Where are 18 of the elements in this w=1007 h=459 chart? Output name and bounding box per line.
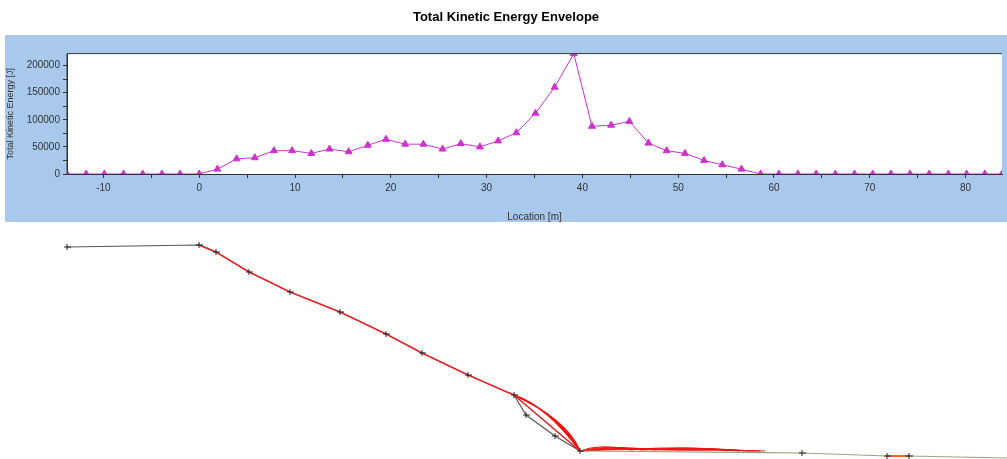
- x-tick-label: 60: [768, 181, 780, 193]
- y-tick-label: 150000: [26, 86, 61, 98]
- x-tick-label: 40: [576, 181, 589, 193]
- y-tick-label: 200000: [26, 59, 61, 71]
- x-tick-label: 0: [196, 181, 203, 193]
- x-tick-label: 50: [672, 181, 685, 193]
- chart-title: Total Kinetic Energy Envelope: [412, 9, 600, 25]
- x-tick-label: 80: [960, 181, 972, 193]
- y-tick-label: 0: [54, 167, 61, 179]
- y-tick-label: 50000: [32, 140, 61, 152]
- x-tick-label: 10: [289, 181, 301, 193]
- y-axis-title: Total Kinetic Energy [J]: [4, 68, 15, 160]
- x-tick-label: 20: [385, 181, 397, 193]
- x-axis-title: Location [m]: [507, 210, 562, 222]
- y-tick-label: 100000: [26, 113, 61, 125]
- x-tick-label: 70: [864, 181, 876, 193]
- x-tick-label: 30: [481, 181, 493, 193]
- x-tick-label: -10: [96, 181, 112, 193]
